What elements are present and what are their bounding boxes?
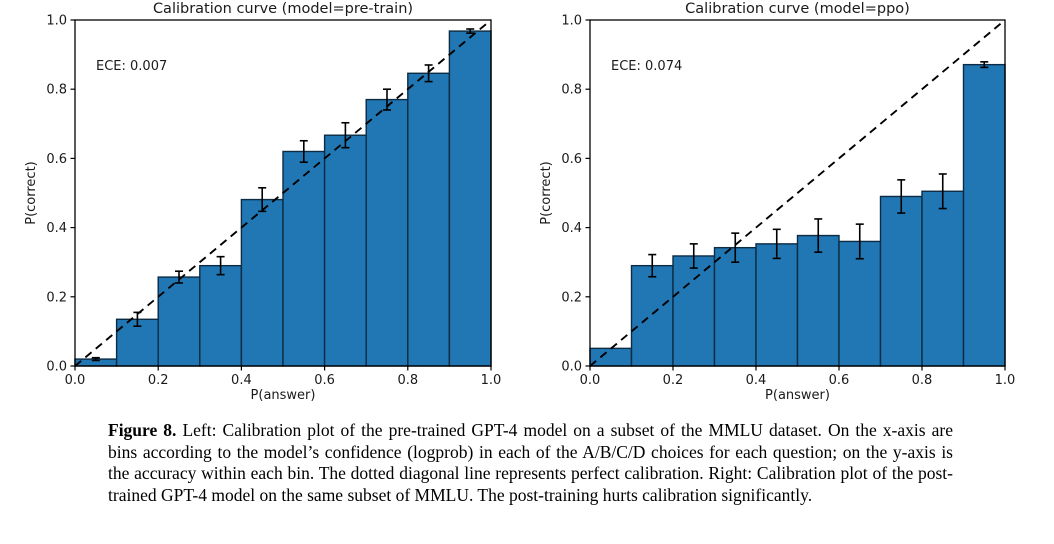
bar-bin-9 <box>962 63 1006 367</box>
x-tick-label: 0.4 <box>746 373 767 388</box>
x-axis-label: P(answer) <box>250 388 316 403</box>
x-tick-label: 0.0 <box>65 373 86 388</box>
y-axis-label: P(correct) <box>24 161 39 225</box>
bar-bin-1 <box>630 264 674 367</box>
y-tick-label: 0.4 <box>46 221 67 236</box>
y-tick-label: 0.2 <box>561 290 582 305</box>
bar-bin-9 <box>448 30 492 367</box>
ece-annotation: ECE: 0.074 <box>611 59 683 74</box>
bar-bin-7 <box>879 195 923 367</box>
bar-bin-4 <box>240 198 284 367</box>
bar-bin-5 <box>796 234 840 367</box>
y-tick-label: 1.0 <box>46 14 67 29</box>
figure-caption-label: Figure 8. <box>108 420 177 440</box>
bar-bin-4 <box>755 243 799 367</box>
x-tick-label: 0.8 <box>397 373 418 388</box>
x-tick-label: 0.8 <box>912 373 933 388</box>
x-tick-label: 0.0 <box>580 373 601 388</box>
axes-box <box>589 19 1006 367</box>
x-tick-label: 0.2 <box>148 373 169 388</box>
bar-bin-0 <box>589 347 633 367</box>
y-tick-label: 1.0 <box>561 14 582 29</box>
y-tick-label: 0.6 <box>561 152 582 167</box>
bar-bin-2 <box>672 255 716 367</box>
bar-bin-8 <box>921 190 965 367</box>
bar-bin-6 <box>323 134 367 367</box>
x-axis-label: P(answer) <box>765 388 830 403</box>
calibration-chart-pretrain: 0.0 0.2 0.4 0.6 0.8 1.0 0.0 0.2 0.4 0.6 0.8 1.0 Cal… <box>0 0 527 415</box>
x-tick-label: 0.6 <box>314 373 335 388</box>
bar-bin-7 <box>365 98 409 367</box>
chart-title: Calibration curve (model=pre-train) <box>152 1 414 17</box>
chart-canvas-pretrain: 0.0 0.2 0.4 0.6 0.8 1.0 0.0 0.2 0.4 0.6 0.8 1.0 <box>46 14 502 389</box>
bar-bin-3 <box>199 264 243 367</box>
perfect-calibration-line <box>74 19 492 367</box>
bar-bin-8 <box>407 72 451 367</box>
y-tick-label: 0.6 <box>46 152 67 167</box>
y-tick-label: 0.8 <box>46 83 67 98</box>
bar-bin-5 <box>282 150 326 367</box>
x-tick-label: 0.2 <box>663 373 684 388</box>
y-tick-label: 0.4 <box>561 221 582 236</box>
y-tick-label: 0.0 <box>46 360 67 375</box>
y-tick-label: 0.8 <box>561 83 582 98</box>
x-tick-label: 0.6 <box>829 373 850 388</box>
chart-title: Calibration curve (model=ppo) <box>685 1 910 17</box>
ece-annotation: ECE: 0.007 <box>96 59 168 74</box>
axes-box <box>74 19 492 367</box>
bar-bin-6 <box>838 240 882 367</box>
figure-caption-text: Left: Calibration plot of the pre-traine… <box>108 420 953 505</box>
bar-bin-2 <box>157 276 201 367</box>
chart-canvas-ppo: 0.0 0.2 0.4 0.6 0.8 1.0 0.0 0.2 0.4 0.6 0.8 1.0 <box>561 14 1016 389</box>
bar-bin-3 <box>713 246 757 367</box>
calibration-chart-ppo: 0.0 0.2 0.4 0.6 0.8 1.0 0.0 0.2 0.4 0.6 0.8 1.0 Cal… <box>527 0 1054 415</box>
x-tick-label: 0.4 <box>231 373 252 388</box>
perfect-calibration-line <box>589 19 1006 367</box>
y-axis-label: P(correct) <box>539 161 554 225</box>
y-tick-label: 0.0 <box>561 360 582 375</box>
x-tick-label: 1.0 <box>481 373 502 388</box>
y-tick-label: 0.2 <box>46 290 67 305</box>
x-tick-label: 1.0 <box>995 373 1016 388</box>
figure-caption: Figure 8. Left: Calibration plot of the … <box>108 420 953 506</box>
